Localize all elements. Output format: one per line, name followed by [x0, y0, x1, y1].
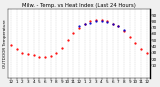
- Y-axis label: OUTDOOR Temperature: OUTDOOR Temperature: [3, 19, 7, 68]
- Title: Milw. - Temp. vs Heat Index (Last 24 Hours): Milw. - Temp. vs Heat Index (Last 24 Hou…: [22, 3, 136, 8]
